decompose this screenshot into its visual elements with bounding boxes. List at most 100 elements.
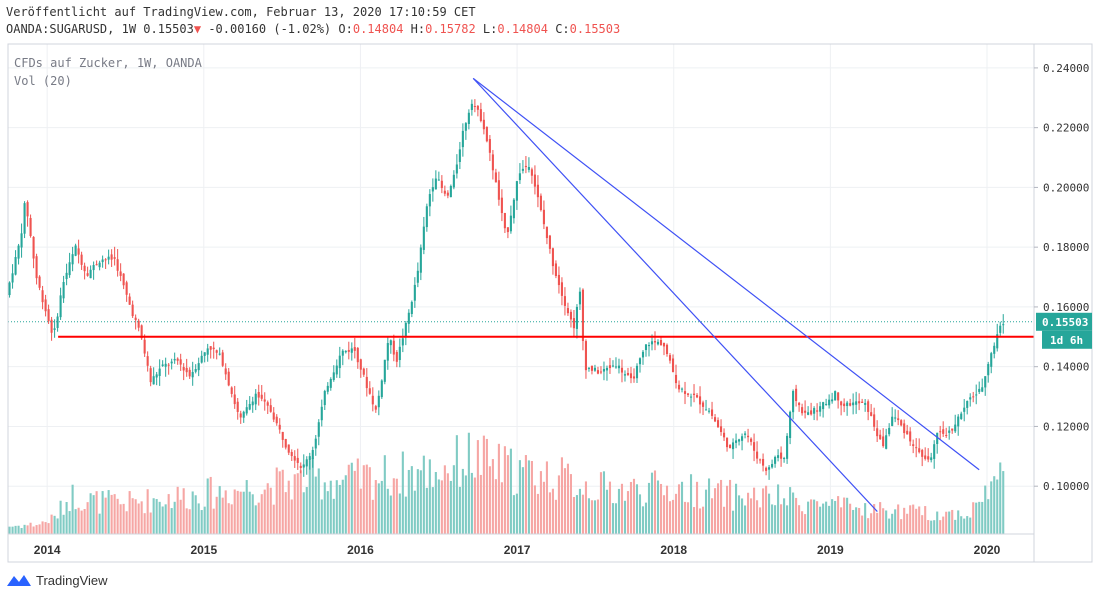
candle-body: [482, 119, 485, 130]
volume-bar: [876, 512, 879, 534]
volume-bar: [416, 469, 419, 534]
candle-body: [527, 166, 530, 170]
volume-bar: [560, 457, 563, 534]
candle-body: [473, 105, 476, 107]
candle-body: [954, 424, 957, 432]
volume-bar: [662, 495, 666, 534]
volume-bar: [242, 491, 245, 534]
volume-bar: [263, 489, 266, 534]
volume-bar: [53, 515, 56, 534]
time-tick-label: 2014: [34, 543, 61, 557]
candle-body: [83, 265, 86, 272]
candle-body: [885, 435, 888, 449]
volume-bar: [620, 483, 624, 534]
volume-bar: [632, 478, 636, 534]
candle-body: [146, 356, 149, 366]
volume-bar: [161, 506, 164, 534]
volume-bar: [644, 502, 648, 534]
volume-bar: [942, 516, 945, 534]
candle-body: [110, 254, 113, 260]
price-axis[interactable]: 0.10000 0.12000 0.14000 0.16000 0.18000 0.200…: [1034, 62, 1089, 493]
candle-body: [990, 353, 993, 367]
candle-body: [948, 430, 951, 433]
volume-bar: [452, 465, 455, 534]
candle-body: [599, 371, 603, 373]
candle-body: [665, 344, 669, 355]
volume-bar: [686, 502, 690, 534]
volume-bar: [527, 460, 530, 534]
candle-body: [813, 408, 816, 414]
candle-body: [218, 353, 221, 355]
candle-body: [698, 396, 702, 405]
candle-body: [461, 130, 464, 148]
candle-body: [846, 402, 849, 407]
volume-bar: [482, 435, 485, 534]
candle-body: [338, 355, 341, 369]
volume-bar: [774, 505, 777, 534]
time-axis[interactable]: 2014 2015 2016 2017 2018 2019 2020: [34, 543, 1001, 557]
candle-body: [566, 308, 569, 314]
candle-body: [296, 457, 299, 463]
volume-bar: [587, 498, 591, 534]
candle-body: [404, 322, 407, 338]
volume-bar: [146, 489, 149, 534]
volume-bar: [659, 483, 663, 534]
candle-body: [858, 401, 861, 404]
candle-body: [197, 363, 200, 371]
candle-body: [620, 367, 624, 373]
volume-bar: [371, 499, 374, 534]
volume-bar: [960, 516, 963, 534]
volume-bar: [305, 487, 308, 534]
candle-body: [419, 247, 422, 273]
candle-body: [53, 328, 56, 330]
candle-body: [888, 427, 891, 435]
volume-bar: [933, 520, 936, 534]
candle-body: [503, 213, 506, 229]
volume-bar: [398, 493, 401, 534]
candle-body: [798, 402, 801, 406]
volume-bar: [182, 488, 185, 534]
candle-body: [747, 435, 750, 438]
volume-bar: [125, 511, 128, 534]
volume-bar: [906, 513, 909, 534]
candle-body: [861, 401, 864, 403]
candle-body: [248, 403, 251, 410]
volume-bar: [491, 459, 494, 534]
volume-bar: [383, 455, 386, 534]
volume-bar: [975, 502, 978, 534]
candle-body: [350, 348, 353, 353]
candle-body: [443, 190, 446, 194]
volume-bar: [861, 515, 864, 534]
volume-bar: [894, 509, 897, 534]
candle-body: [44, 299, 47, 312]
volume-bar: [807, 501, 810, 534]
candle-body: [47, 309, 50, 322]
volume-bar: [74, 509, 77, 534]
brand-name: TradingView: [36, 572, 108, 588]
footer-brand[interactable]: TradingView: [6, 572, 108, 588]
candle-body: [89, 269, 92, 279]
price-tick-label: 0.14000: [1043, 361, 1089, 374]
candle-body: [479, 109, 482, 121]
candle-body: [596, 370, 600, 374]
candle-body: [374, 406, 377, 410]
candle-body: [987, 364, 990, 376]
chart-header: Veröffentlicht auf TradingView.com, Febr…: [6, 4, 620, 38]
close-value: 0.15503: [569, 22, 621, 36]
volume-bar: [557, 475, 560, 534]
volume-bar: [278, 471, 281, 534]
volume-bar: [68, 511, 71, 534]
volume-bar: [113, 494, 116, 534]
volume-bar: [575, 495, 578, 534]
time-tick-label: 2020: [974, 543, 1001, 557]
candle-body: [140, 325, 143, 339]
drawings[interactable]: [8, 77, 1034, 513]
candle-body: [173, 358, 176, 361]
volume-bar: [95, 491, 98, 534]
candle-body: [716, 420, 720, 428]
volume-bar: [987, 499, 990, 534]
candle-body: [668, 355, 672, 361]
candle-body: [134, 317, 137, 321]
candle-body: [269, 405, 272, 412]
